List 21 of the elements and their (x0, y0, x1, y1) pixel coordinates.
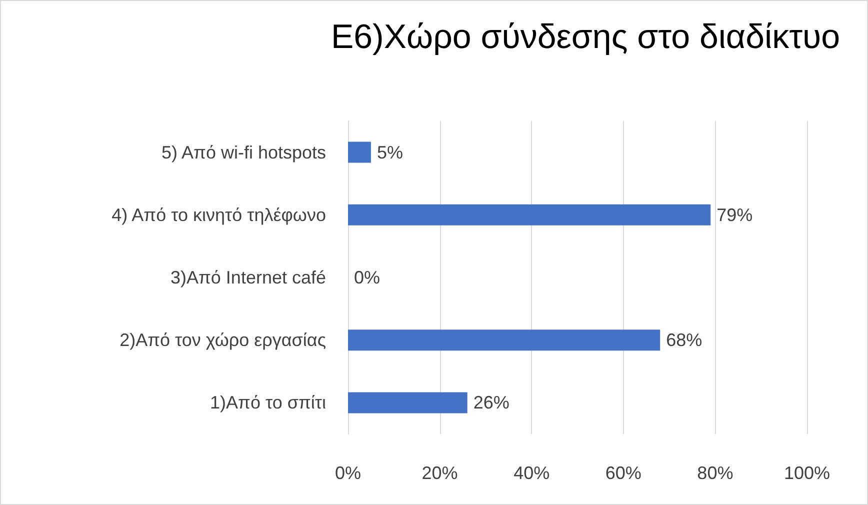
y-tick-label: 4) Από το κινητό τηλέφωνο (112, 204, 326, 225)
x-tick-label: 100% (784, 463, 830, 483)
bar (348, 392, 468, 414)
bar (348, 204, 711, 226)
chart-title: Ε6)Χώρο σύνδεσης στο διαδίκτυο (330, 18, 840, 56)
x-tick-label: 80% (697, 463, 734, 483)
data-label: 0% (354, 268, 380, 288)
data-label: 26% (473, 392, 510, 413)
x-tick-label: 60% (605, 463, 642, 483)
x-tick-label: 20% (422, 463, 458, 483)
x-tick-label: 40% (514, 463, 550, 483)
y-tick-label: 5) Από wi-fi hotspots (162, 142, 326, 162)
bar (348, 330, 660, 351)
x-tick-label: 0% (334, 463, 362, 483)
bar (348, 142, 371, 163)
data-label: 68% (666, 330, 702, 350)
data-label: 5% (376, 142, 403, 162)
y-tick-label: 1)Από το σπίτι (210, 392, 326, 413)
data-label: 79% (716, 204, 753, 225)
y-tick-label: 2)Από τον χώρο εργασίας (120, 330, 326, 350)
y-tick-label: 3)Από Internet café (170, 268, 326, 288)
